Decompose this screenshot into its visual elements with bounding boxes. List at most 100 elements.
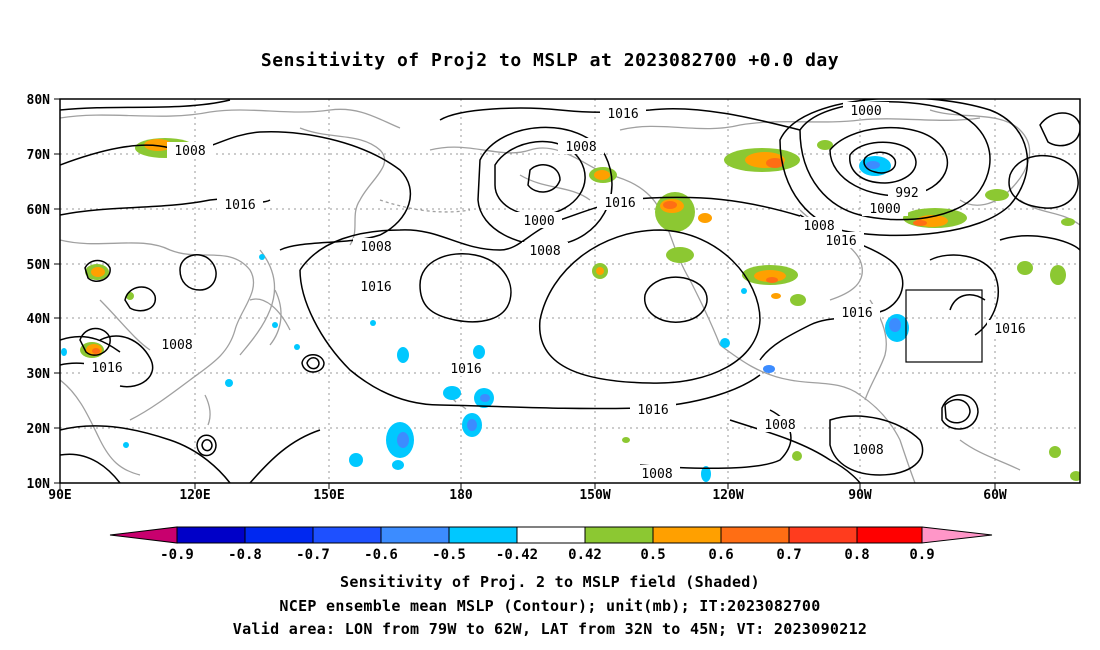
contour-label: 1016 <box>353 278 399 295</box>
valid-area-box <box>905 289 983 363</box>
contour-label-text: 1000 <box>523 214 554 229</box>
contour-label: 1016 <box>597 194 643 211</box>
contour-label-text: 1016 <box>91 361 122 376</box>
lon-label: 180 <box>449 488 473 503</box>
contour-label: 1008 <box>845 441 891 458</box>
lon-label: 150E <box>313 488 344 503</box>
lon-label: 90W <box>848 488 872 503</box>
colorbar-label: -0.5 <box>432 547 466 563</box>
colorbar-label: -0.8 <box>228 547 262 563</box>
contour-label: 992 <box>888 184 926 201</box>
colorbar-label: 0.42 <box>568 547 602 563</box>
colorbar-label: -0.6 <box>364 547 398 563</box>
contour-label: 1008 <box>796 217 842 234</box>
colorbar-label: -0.9 <box>160 547 194 563</box>
contour-label-text: 992 <box>895 186 918 201</box>
contour-label-text: 1000 <box>869 202 900 217</box>
colorbar-left-triangle <box>109 526 178 544</box>
lat-label: 70N <box>27 148 51 163</box>
contour-label: 1008 <box>154 336 200 353</box>
contour-label-text: 1016 <box>450 362 481 377</box>
contour-label-text: 1016 <box>825 234 856 249</box>
colorbar-swatch <box>652 526 722 544</box>
contour-label-text: 1000 <box>850 104 881 119</box>
colorbar-label: 0.9 <box>909 547 934 563</box>
colorbar-swatch <box>788 526 858 544</box>
map-frame <box>59 98 1081 484</box>
longitude-labels: 90E 120E 150E 180 150W 120W 90W 60W <box>48 488 1007 503</box>
tick-marks <box>54 98 996 489</box>
colorbar-swatch <box>380 526 450 544</box>
colorbar-label: -0.42 <box>496 547 538 563</box>
colorbar-swatch <box>516 526 586 544</box>
colorbar-label: 0.6 <box>708 547 733 563</box>
coastlines <box>60 108 1080 483</box>
colorbar-label: 0.7 <box>776 547 801 563</box>
contour-label: 1016 <box>443 360 489 377</box>
contour-label-text: 1008 <box>852 443 883 458</box>
contour-label-text: 1016 <box>994 322 1025 337</box>
contour-label-text: 1008 <box>565 140 596 155</box>
colorbar-label: 0.8 <box>844 547 869 563</box>
contour-label: 1016 <box>818 232 864 249</box>
contour-label: 1008 <box>634 465 680 482</box>
colorbar-swatch <box>584 526 654 544</box>
contour-label-text: 1008 <box>803 219 834 234</box>
contour-label-text: 1016 <box>841 306 872 321</box>
colorbar-label: 0.5 <box>640 547 665 563</box>
contour-label-text: 1008 <box>529 244 560 259</box>
contour-label-text: 1016 <box>360 280 391 295</box>
contour-label: 1000 <box>516 212 562 229</box>
lon-label: 90E <box>48 488 71 503</box>
contour-label-text: 1016 <box>224 198 255 213</box>
colorbar-right-triangle <box>921 526 993 544</box>
contour-label: 1008 <box>353 238 399 255</box>
lon-label: 60W <box>983 488 1007 503</box>
contour-label: 1008 <box>558 138 604 155</box>
colorbar-swatch <box>176 526 246 544</box>
colorbar-swatch <box>244 526 314 544</box>
contour-label: 1016 <box>84 359 130 376</box>
footer-line-2: NCEP ensemble mean MSLP (Contour); unit(… <box>279 597 821 615</box>
map-title: Sensitivity of Proj2 to MSLP at 20230827… <box>260 50 840 71</box>
contour-label: 1016 <box>987 320 1033 337</box>
contour-label: 1000 <box>843 102 889 119</box>
contour-label-text: 1016 <box>604 196 635 211</box>
lat-label: 30N <box>27 367 51 382</box>
lat-label: 20N <box>27 422 51 437</box>
colorbar-label: -0.7 <box>296 547 330 563</box>
contour-label-text: 1016 <box>607 107 638 122</box>
colorbar-swatch <box>448 526 518 544</box>
contour-label: 1016 <box>217 196 263 213</box>
colorbar-swatch <box>312 526 382 544</box>
footer-line-1: Sensitivity of Proj. 2 to MSLP field (Sh… <box>340 573 760 591</box>
lon-label: 120E <box>179 488 210 503</box>
colorbar-swatch <box>856 526 923 544</box>
lat-label: 50N <box>27 258 51 273</box>
map-plot-area: 1016 1008 1016 1000 1008 1016 1008 1016 … <box>60 99 1080 483</box>
contour-label-text: 1008 <box>360 240 391 255</box>
footer-line-3: Valid area: LON from 79W to 62W, LAT fro… <box>232 620 868 638</box>
lat-label: 60N <box>27 203 51 218</box>
latitude-labels: 80N 70N 60N 50N 40N 30N 20N 10N <box>27 93 51 492</box>
lat-label: 40N <box>27 312 51 327</box>
lat-label: 80N <box>27 93 51 108</box>
contour-label: 1016 <box>834 304 880 321</box>
lon-label: 150W <box>579 488 610 503</box>
contour-label: 1000 <box>862 200 908 217</box>
contour-label: 1016 <box>600 105 646 122</box>
contour-label: 1008 <box>167 142 213 159</box>
contour-label: 1016 <box>630 401 676 418</box>
mslp-contours <box>60 99 1080 483</box>
colorbar-labels: -0.9 -0.8 -0.7 -0.6 -0.5 -0.42 0.42 0.5 … <box>160 547 935 563</box>
contour-label-text: 1008 <box>161 338 192 353</box>
contour-labels: 1016 1008 1016 1000 1008 1016 1008 1016 … <box>84 102 1033 482</box>
contour-label-text: 1008 <box>174 144 205 159</box>
lon-label: 120W <box>712 488 743 503</box>
contour-label-text: 1016 <box>637 403 668 418</box>
lat-label: 10N <box>27 477 51 492</box>
contour-label: 1008 <box>522 242 568 259</box>
colorbar <box>109 526 993 544</box>
colorbar-swatch <box>720 526 790 544</box>
